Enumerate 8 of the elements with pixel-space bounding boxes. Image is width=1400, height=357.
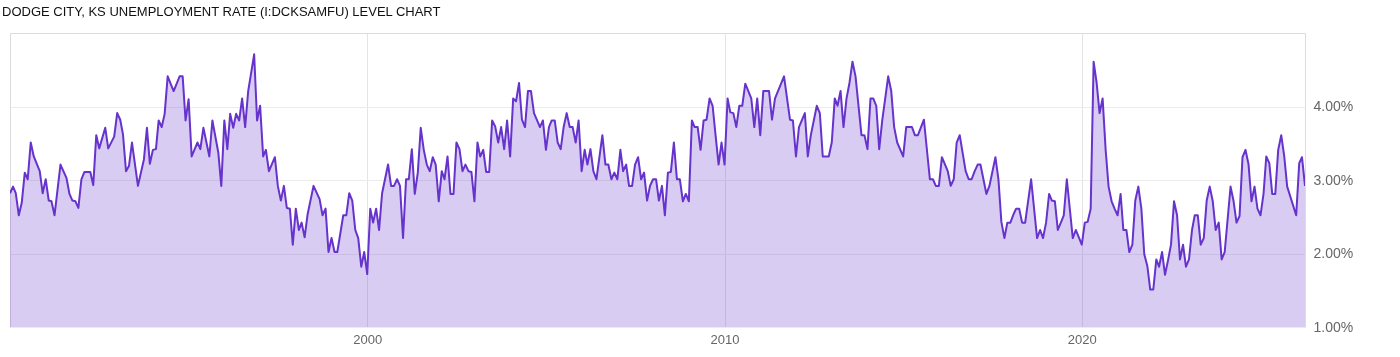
y-tick-label: 2.00%: [1313, 245, 1354, 261]
x-tick-label: 2010: [710, 331, 740, 347]
x-tick-label: 2020: [1067, 331, 1097, 347]
y-tick-label: 3.00%: [1313, 171, 1354, 188]
y-tick-label: 4.00%: [1313, 98, 1354, 114]
x-tick-label: 2000: [353, 331, 383, 347]
chart-title: DODGE CITY, KS UNEMPLOYMENT RATE (I:DCKSAMFU) LEVEL CHART: [2, 4, 441, 19]
y-tick-label: 1.00%: [1313, 318, 1354, 335]
